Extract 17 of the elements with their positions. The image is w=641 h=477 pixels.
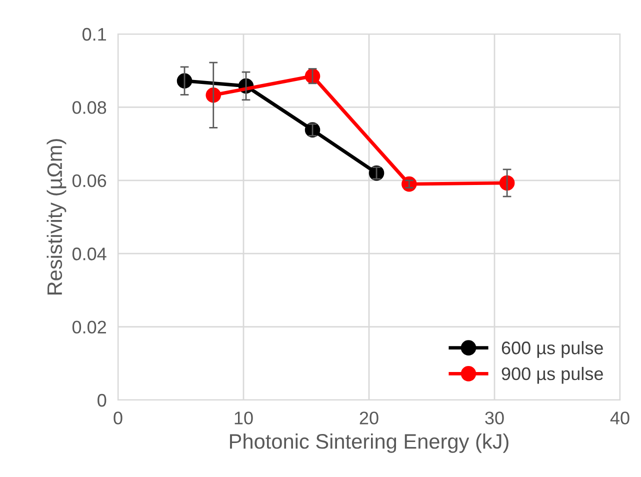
y-tick-label: 0.06 [72, 174, 106, 188]
x-tick-label: 10 [234, 412, 253, 424]
y-tick-label: 0.08 [72, 101, 106, 114]
y-tick-label: 0.04 [72, 248, 106, 260]
y-tick-label: 0 [98, 394, 106, 407]
y-tick-label: 0.02 [72, 320, 106, 334]
point [499, 175, 515, 191]
x-tick-label: 40 [610, 412, 630, 424]
x-tick-label: 20 [360, 412, 378, 424]
point [176, 73, 192, 88]
x-tick-label: 0 [114, 412, 122, 424]
y-axis-title: Resistivity (µΩm) [46, 139, 66, 294]
legend-label: 600 µs pulse [502, 341, 603, 358]
x-tick-label: 30 [485, 412, 504, 424]
y-tick-label: 0.1 [82, 28, 106, 41]
legend-label: 900 µs pulse [502, 366, 603, 384]
x-axis-title: Photonic Sintering Energy (kJ) [230, 434, 508, 453]
